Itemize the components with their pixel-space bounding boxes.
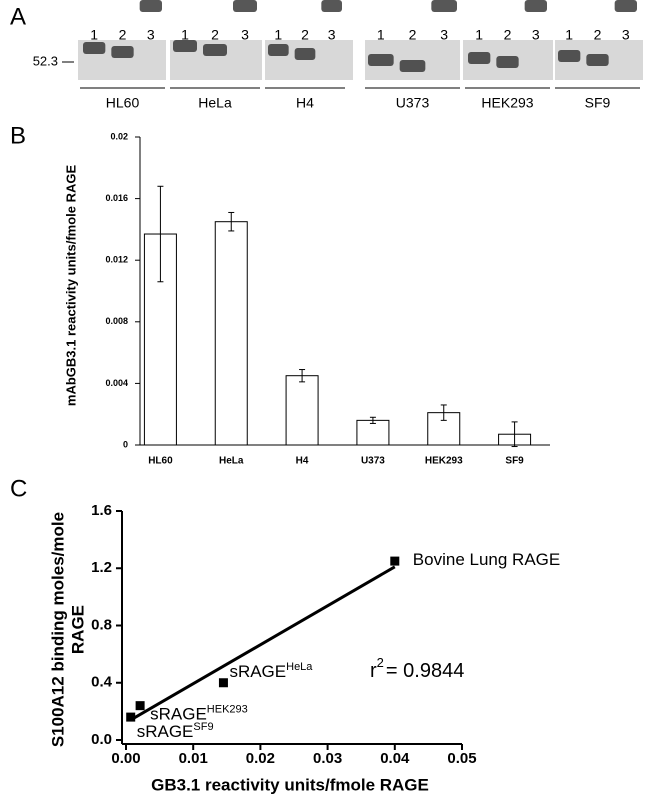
group-label: SF9 <box>585 95 611 111</box>
lane-number: 3 <box>241 27 249 43</box>
y-tick-label: 0.004 <box>105 378 128 388</box>
y-tick-label: 0.008 <box>105 316 128 326</box>
x-tick-label: HEK293 <box>425 456 463 467</box>
point-label: sRAGEHEK293 <box>150 704 248 725</box>
x-tick-label: 0.01 <box>179 750 208 767</box>
lane-number: 1 <box>90 27 98 43</box>
point <box>390 556 400 566</box>
blot-band <box>173 40 197 52</box>
group-label: HeLa <box>198 95 232 111</box>
bar <box>356 419 390 446</box>
blot-band <box>268 44 289 56</box>
group-label: H4 <box>296 95 314 111</box>
y-axis-title: mAbGB3.1 reactivity units/fmole RAGE <box>63 164 79 407</box>
x-tick-label: 0.03 <box>313 750 342 767</box>
annotation-rest: = 0.9844 <box>386 660 464 682</box>
blot-band <box>586 54 609 66</box>
marker-label: 52.3 <box>33 53 58 68</box>
lane-number: 2 <box>211 27 219 43</box>
x-tick-label: U373 <box>361 456 385 467</box>
group-label: HL60 <box>106 95 140 111</box>
point-label: sRAGESF9 <box>137 721 214 742</box>
y-tick-label: 0.016 <box>105 193 128 203</box>
point <box>218 678 228 688</box>
label-text: sRAGE <box>229 662 286 681</box>
y-tick-label: 1.6 <box>91 502 112 519</box>
label-sup: SF9 <box>193 721 213 733</box>
lane-number: 2 <box>504 27 512 43</box>
label-text: sRAGE <box>137 723 194 742</box>
blot-band <box>558 50 581 62</box>
x-tick-label: SF9 <box>505 456 524 467</box>
label-text: sRAGE <box>150 705 207 724</box>
panel-label: B <box>10 122 26 149</box>
label-text: Bovine Lung RAGE <box>413 551 560 570</box>
bar <box>285 375 319 446</box>
blot-band <box>368 54 394 66</box>
panel-label: C <box>10 475 27 502</box>
point-label: sRAGEHeLa <box>229 661 313 682</box>
panel-label: A <box>10 3 26 30</box>
x-tick-label: 0.00 <box>111 750 140 767</box>
annotation-text: r <box>370 660 377 682</box>
lane-number: 1 <box>181 27 189 43</box>
lane-number: 2 <box>119 27 127 43</box>
blot-band <box>399 60 426 72</box>
fit-line <box>129 565 396 722</box>
lane-number: 3 <box>328 27 336 43</box>
blot-band <box>321 0 342 12</box>
blot-band <box>111 46 134 58</box>
x-tick-label: HL60 <box>148 456 173 467</box>
y-tick-label: 0.0 <box>91 731 112 748</box>
x-tick-label: H4 <box>296 456 309 467</box>
blot-band <box>496 56 519 68</box>
lane-number: 1 <box>565 27 573 43</box>
x-tick-label: 0.02 <box>246 750 275 767</box>
blot-band <box>524 0 547 12</box>
label-sup: HeLa <box>286 661 313 673</box>
blot-band <box>468 52 491 64</box>
lane-number: 1 <box>274 27 282 43</box>
point <box>135 701 145 711</box>
lane-number: 3 <box>440 27 448 43</box>
blot-band <box>614 0 637 12</box>
blot-band <box>139 0 162 12</box>
blot-band <box>203 44 227 56</box>
annotation-sup: 2 <box>377 655 384 670</box>
y-tick-label: 0.012 <box>105 255 128 265</box>
blot-band <box>233 0 257 12</box>
x-tick-label: HeLa <box>219 456 244 467</box>
bar <box>214 221 248 446</box>
blot-band <box>83 42 106 54</box>
y-tick-label: 0.8 <box>91 616 112 633</box>
y-tick-label: 1.2 <box>91 559 112 576</box>
x-tick-label: 0.04 <box>380 750 410 767</box>
group-label: U373 <box>396 95 430 111</box>
lane-number: 2 <box>594 27 602 43</box>
y-axis-title: S100A12 binding moles/mole RAGE <box>48 511 87 748</box>
lane-number: 3 <box>622 27 630 43</box>
x-tick-label: 0.05 <box>447 750 476 767</box>
lane-number: 1 <box>475 27 483 43</box>
y-tick-label: 0 <box>123 439 128 449</box>
x-axis-title: GB3.1 reactivity units/fmole RAGE <box>151 775 429 794</box>
label-sup: HEK293 <box>207 704 248 716</box>
point-label: Bovine Lung RAGE <box>413 551 560 570</box>
blot-band <box>294 48 316 60</box>
point <box>126 712 136 722</box>
lane-number: 3 <box>147 27 155 43</box>
y-tick-label: 0.02 <box>110 131 128 141</box>
group-label: HEK293 <box>481 95 533 111</box>
lane-number: 1 <box>377 27 385 43</box>
lane-number: 2 <box>409 27 417 43</box>
annotation: r2 = 0.9844 <box>370 655 464 682</box>
blot-band <box>431 0 457 12</box>
lane-number: 2 <box>301 27 309 43</box>
lane-number: 3 <box>532 27 540 43</box>
y-tick-label: 0.4 <box>91 674 113 691</box>
